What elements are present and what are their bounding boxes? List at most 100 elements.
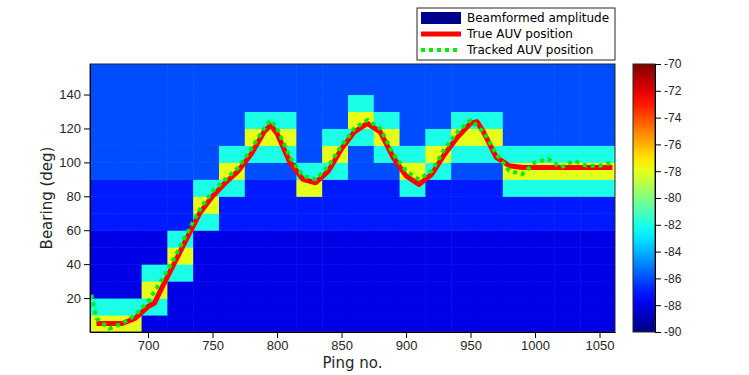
heatmap-cell bbox=[425, 213, 451, 230]
heatmap-cell bbox=[116, 264, 142, 281]
legend-label: Beamformed amplitude bbox=[467, 11, 609, 25]
heatmap-cell bbox=[90, 213, 116, 230]
heatmap-cell bbox=[580, 111, 606, 128]
heatmap-cell bbox=[529, 78, 555, 95]
colorbar-tick: -70 bbox=[655, 57, 682, 71]
heatmap-cell bbox=[296, 213, 322, 230]
heatmap-cell bbox=[348, 64, 374, 78]
colorbar-tick-label: -70 bbox=[664, 57, 682, 71]
x-axis-title: Ping no. bbox=[323, 354, 383, 372]
y-axis: 20406080100120140 bbox=[59, 65, 90, 333]
heatmap-cell bbox=[425, 78, 451, 95]
plot-area bbox=[90, 64, 615, 332]
legend-label: True AUV position bbox=[466, 27, 573, 41]
heatmap-cell bbox=[142, 247, 168, 264]
heatmap-cell bbox=[400, 281, 426, 298]
heatmap-cell bbox=[554, 78, 580, 95]
heatmap-cell bbox=[451, 78, 477, 95]
heatmap-cell bbox=[90, 281, 116, 298]
heatmap-cell bbox=[554, 128, 580, 145]
x-tick-mark bbox=[471, 332, 472, 338]
heatmap-cell bbox=[271, 315, 297, 332]
colorbar-tick-mark bbox=[655, 171, 661, 172]
heatmap-cell bbox=[554, 230, 580, 247]
heatmap-cell bbox=[322, 95, 348, 112]
heatmap-cell bbox=[322, 213, 348, 230]
heatmap-cell bbox=[554, 247, 580, 264]
heatmap-cell bbox=[245, 213, 271, 230]
heatmap-cell bbox=[219, 128, 245, 145]
heatmap-cell bbox=[296, 145, 322, 162]
x-tick: 700 bbox=[138, 332, 160, 353]
heatmap-cell bbox=[245, 315, 271, 332]
heatmap-cell bbox=[90, 196, 116, 213]
heatmap-cell bbox=[580, 128, 606, 145]
heatmap-cell bbox=[451, 281, 477, 298]
heatmap-cell bbox=[606, 230, 615, 247]
y-tick-mark bbox=[84, 230, 90, 231]
heatmap-cell bbox=[425, 281, 451, 298]
legend-line bbox=[421, 48, 461, 52]
heatmap-cell bbox=[90, 111, 116, 128]
heatmap-cell bbox=[116, 281, 142, 298]
heatmap-cell bbox=[193, 230, 219, 247]
heatmap-cell bbox=[503, 145, 529, 162]
heatmap-cell bbox=[90, 162, 116, 179]
heatmap-cell bbox=[219, 281, 245, 298]
heatmap-cell bbox=[374, 78, 400, 95]
heatmap-cell bbox=[348, 196, 374, 213]
heatmap-cell bbox=[503, 128, 529, 145]
y-tick: 40 bbox=[67, 257, 90, 272]
heatmap-cell bbox=[451, 230, 477, 247]
heatmap-cell bbox=[580, 95, 606, 112]
heatmap-cell bbox=[580, 145, 606, 162]
colorbar-tick-label: -88 bbox=[664, 299, 682, 313]
heatmap-cell bbox=[503, 247, 529, 264]
heatmap-cell bbox=[116, 95, 142, 112]
heatmap-cell bbox=[142, 128, 168, 145]
heatmap-cell bbox=[245, 230, 271, 247]
heatmap-cell bbox=[425, 264, 451, 281]
heatmap-cell bbox=[271, 298, 297, 315]
colorbar bbox=[633, 64, 655, 332]
y-tick-mark bbox=[84, 264, 90, 265]
colorbar-tick: -80 bbox=[655, 191, 682, 205]
heatmap-cell bbox=[503, 298, 529, 315]
heatmap-cell bbox=[348, 145, 374, 162]
x-axis: 70075080085090095010001050 bbox=[91, 332, 616, 353]
heatmap-cell bbox=[400, 213, 426, 230]
heatmap-cell bbox=[503, 264, 529, 281]
heatmap-cell bbox=[271, 196, 297, 213]
heatmap-cell bbox=[503, 196, 529, 213]
x-tick-label: 1050 bbox=[586, 338, 615, 353]
heatmap-cell bbox=[554, 315, 580, 332]
y-tick-label: 40 bbox=[67, 257, 81, 272]
heatmap-cell bbox=[219, 298, 245, 315]
heatmap-cell bbox=[167, 64, 193, 78]
heatmap-cell bbox=[271, 179, 297, 196]
heatmap-cell bbox=[90, 128, 116, 145]
heatmap-cell bbox=[451, 95, 477, 112]
heatmap-cell bbox=[580, 230, 606, 247]
heatmap-cell bbox=[477, 64, 503, 78]
heatmap-cell bbox=[116, 64, 142, 78]
heatmap-cell bbox=[606, 298, 615, 315]
x-tick-label: 700 bbox=[138, 338, 160, 353]
heatmap-cell bbox=[477, 230, 503, 247]
heatmap-cell bbox=[322, 230, 348, 247]
colorbar-tick-mark bbox=[655, 278, 661, 279]
heatmap-cell bbox=[193, 298, 219, 315]
heatmap-cell bbox=[245, 78, 271, 95]
x-tick-label: 750 bbox=[202, 338, 224, 353]
heatmap-cell bbox=[400, 315, 426, 332]
heatmap-cell bbox=[296, 298, 322, 315]
y-tick: 100 bbox=[59, 155, 90, 170]
heatmap-cell bbox=[90, 95, 116, 112]
heatmap-cell bbox=[116, 213, 142, 230]
heatmap-cell bbox=[348, 230, 374, 247]
colorbar-tick-label: -74 bbox=[664, 111, 682, 125]
heatmap-cell bbox=[90, 179, 116, 196]
heatmap-cell bbox=[142, 213, 168, 230]
colorbar-tick-label: -86 bbox=[664, 272, 682, 286]
y-tick-mark bbox=[84, 95, 90, 96]
